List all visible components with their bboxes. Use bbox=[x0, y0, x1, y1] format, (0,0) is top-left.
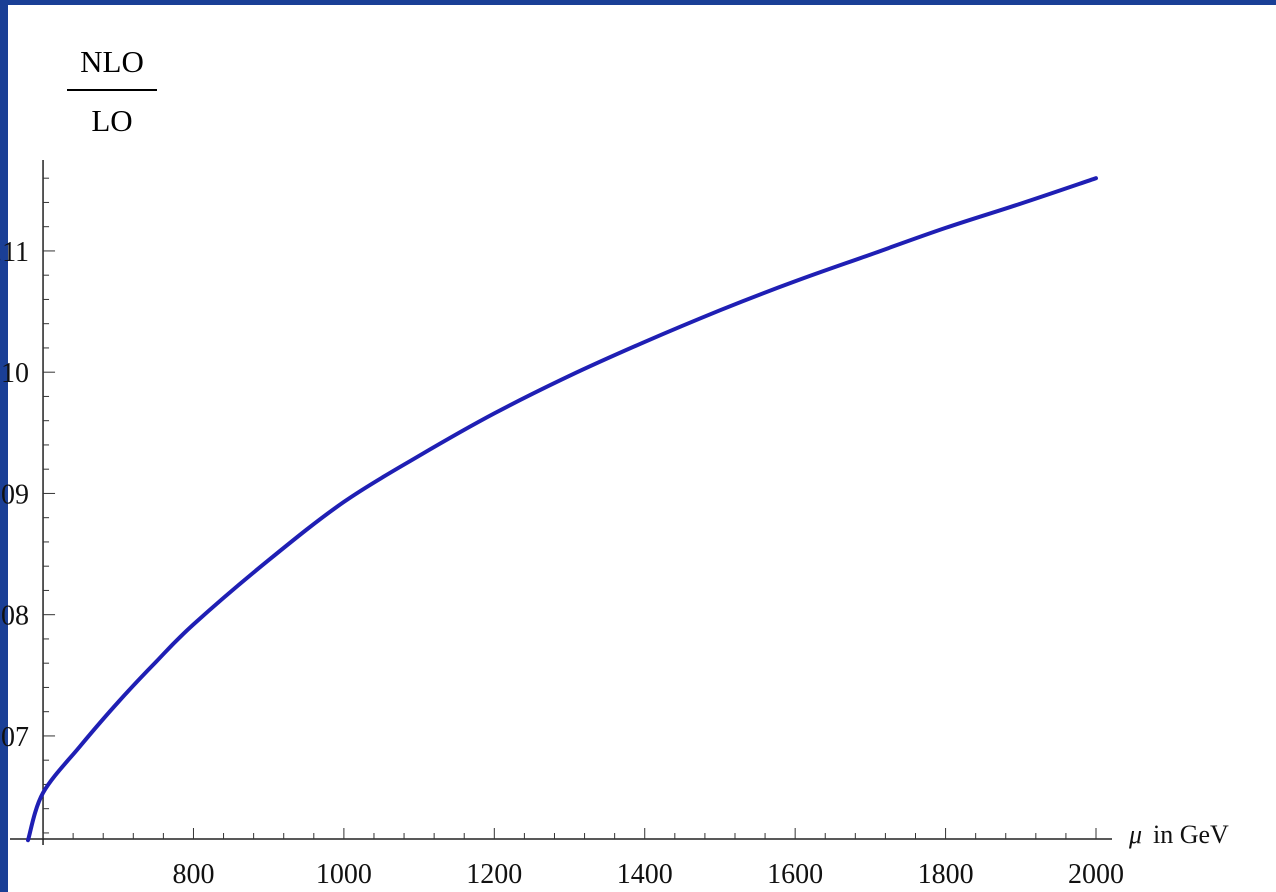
plot-panel bbox=[8, 5, 1276, 892]
y-tick-label: 0.07 bbox=[0, 722, 29, 753]
series bbox=[26, 176, 1098, 843]
series-line bbox=[26, 176, 1098, 843]
y-axis-title-numerator: NLO bbox=[80, 44, 144, 79]
y-tick-label: 0.09 bbox=[0, 479, 29, 510]
x-tick-label: 1000 bbox=[316, 859, 372, 890]
y-axis-title-denominator: LO bbox=[91, 103, 132, 138]
y-tick-label: 0.08 bbox=[0, 601, 29, 632]
x-tick-label: 1600 bbox=[767, 859, 823, 890]
axes bbox=[10, 160, 1112, 845]
axis-ticks bbox=[42, 177, 1097, 839]
x-axis-title-symbol: μ bbox=[1128, 820, 1142, 849]
x-tick-label: 800 bbox=[172, 859, 214, 890]
x-axis-title: μ in GeV bbox=[1128, 820, 1229, 849]
x-tick-label: 2000 bbox=[1068, 859, 1124, 890]
x-tick-label: 1800 bbox=[918, 859, 974, 890]
tick-labels: 800 1000 1200 1400 1600 1800 2000 0.07 0.08 0.09 0… bbox=[0, 237, 1124, 890]
y-tick-label: 0.10 bbox=[0, 358, 29, 389]
x-tick-label: 1200 bbox=[466, 859, 522, 890]
x-axis-title-text: in GeV bbox=[1153, 820, 1229, 849]
x-tick-label: 1400 bbox=[617, 859, 673, 890]
y-axis-title: NLO LO bbox=[67, 44, 157, 138]
y-tick-label: 0.11 bbox=[0, 237, 29, 268]
